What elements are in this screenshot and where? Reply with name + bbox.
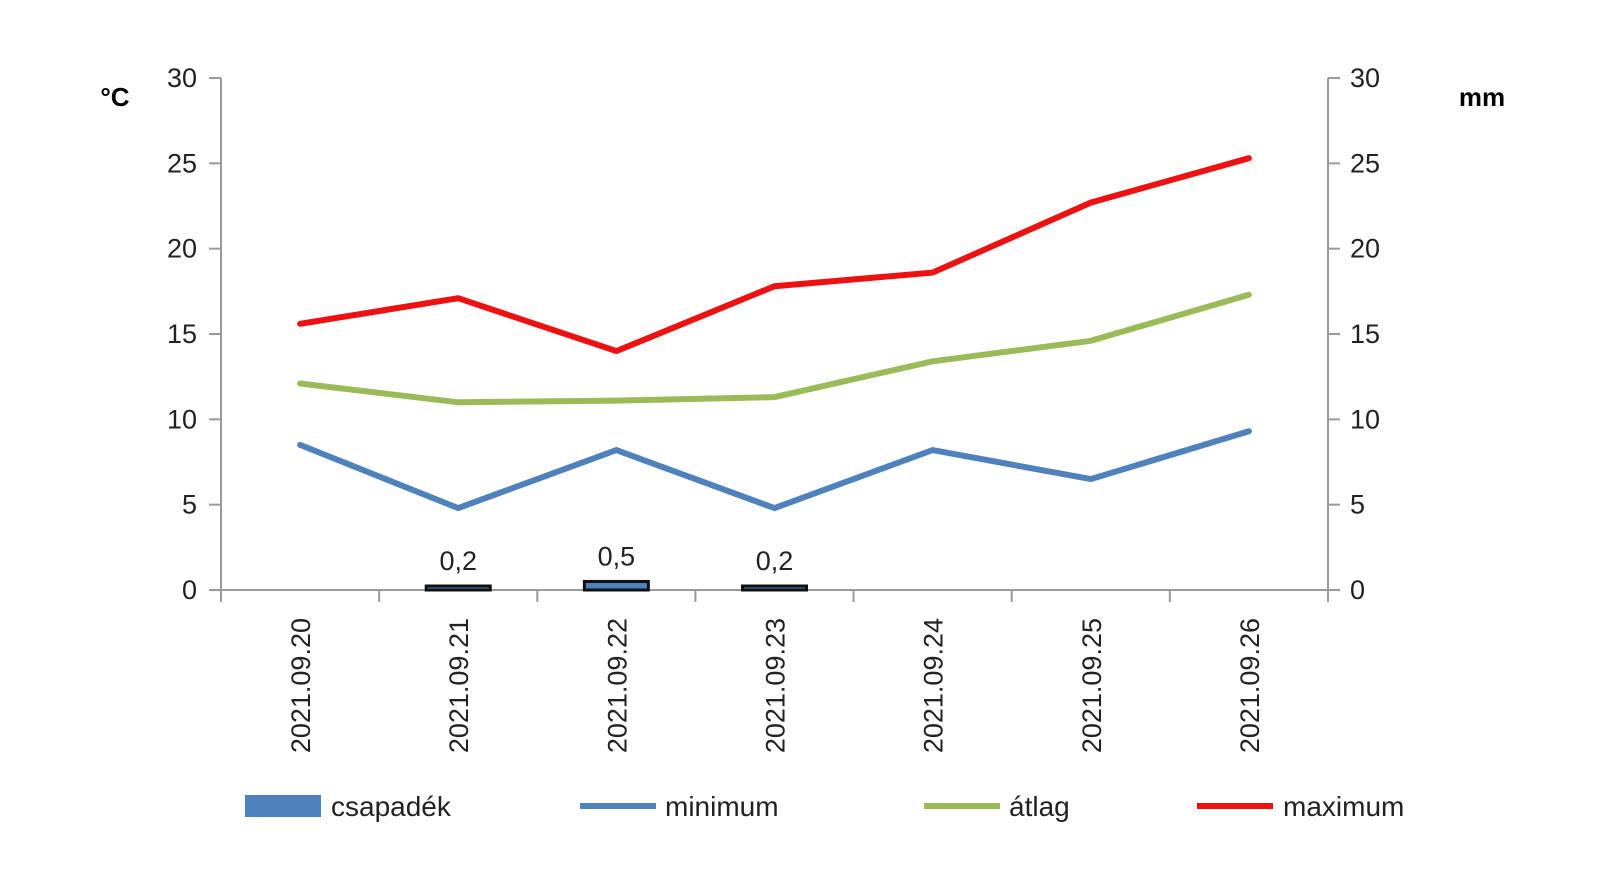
x-axis-tick-label: 2021.09.22 <box>602 618 632 753</box>
temperature-lines <box>297 155 1252 512</box>
x-axis-tick-label: 2021.09.24 <box>919 618 949 753</box>
x-axis-tick-label: 2021.09.21 <box>444 618 474 753</box>
right-axis-tick-label: 20 <box>1350 234 1380 264</box>
precipitation-bar <box>741 584 808 592</box>
series-line-átlag <box>297 291 1252 406</box>
right-axis-tick-label: 15 <box>1350 319 1380 349</box>
legend: csapadék minimum átlag maximum <box>245 791 1404 822</box>
left-axis-tick-label: 30 <box>167 63 197 93</box>
x-axis-tick-label: 2021.09.26 <box>1235 618 1265 753</box>
left-axis-tick-label: 15 <box>167 319 197 349</box>
left-axis-tick-label: 5 <box>182 490 197 520</box>
axes: 0 5 10 15 20 25 30 0 5 10 15 20 25 30 °C mm 2021.09.20 20… <box>100 63 1505 753</box>
precipitation-data-label: 0,2 <box>756 546 794 576</box>
legend-label-minimum: minimum <box>665 791 779 822</box>
legend-label-átlag: átlag <box>1009 791 1070 822</box>
left-axis-tick-label: 25 <box>167 148 197 178</box>
right-axis-tick-label: 25 <box>1350 148 1380 178</box>
precipitation-bar <box>582 579 650 592</box>
x-axis-tick-label: 2021.09.23 <box>761 618 791 753</box>
data-labels: 0,2 0,5 0,2 <box>439 541 793 576</box>
left-axis-tick-label: 10 <box>167 404 197 434</box>
right-axis-unit: mm <box>1459 82 1505 112</box>
legend-label-csapadék: csapadék <box>331 791 452 822</box>
right-axis-tick-label: 5 <box>1350 490 1365 520</box>
precipitation-data-label: 0,5 <box>598 541 636 571</box>
left-axis-tick-label: 20 <box>167 234 197 264</box>
series-line-maximum <box>297 155 1252 355</box>
right-axis-tick-label: 10 <box>1350 404 1380 434</box>
precipitation-bars <box>424 579 808 592</box>
x-axis-tick-label: 2021.09.25 <box>1077 618 1107 753</box>
precipitation-bar <box>424 584 492 592</box>
legend-swatch-csapadék <box>245 795 321 817</box>
x-axis-tick-label: 2021.09.20 <box>286 618 316 753</box>
right-axis-tick-label: 0 <box>1350 575 1365 605</box>
precipitation-data-label: 0,2 <box>439 546 477 576</box>
legend-label-maximum: maximum <box>1283 791 1404 822</box>
left-axis-unit: °C <box>100 82 129 112</box>
series-line-minimum <box>297 428 1252 512</box>
left-axis-tick-label: 0 <box>182 575 197 605</box>
right-axis-tick-label: 30 <box>1350 63 1380 93</box>
